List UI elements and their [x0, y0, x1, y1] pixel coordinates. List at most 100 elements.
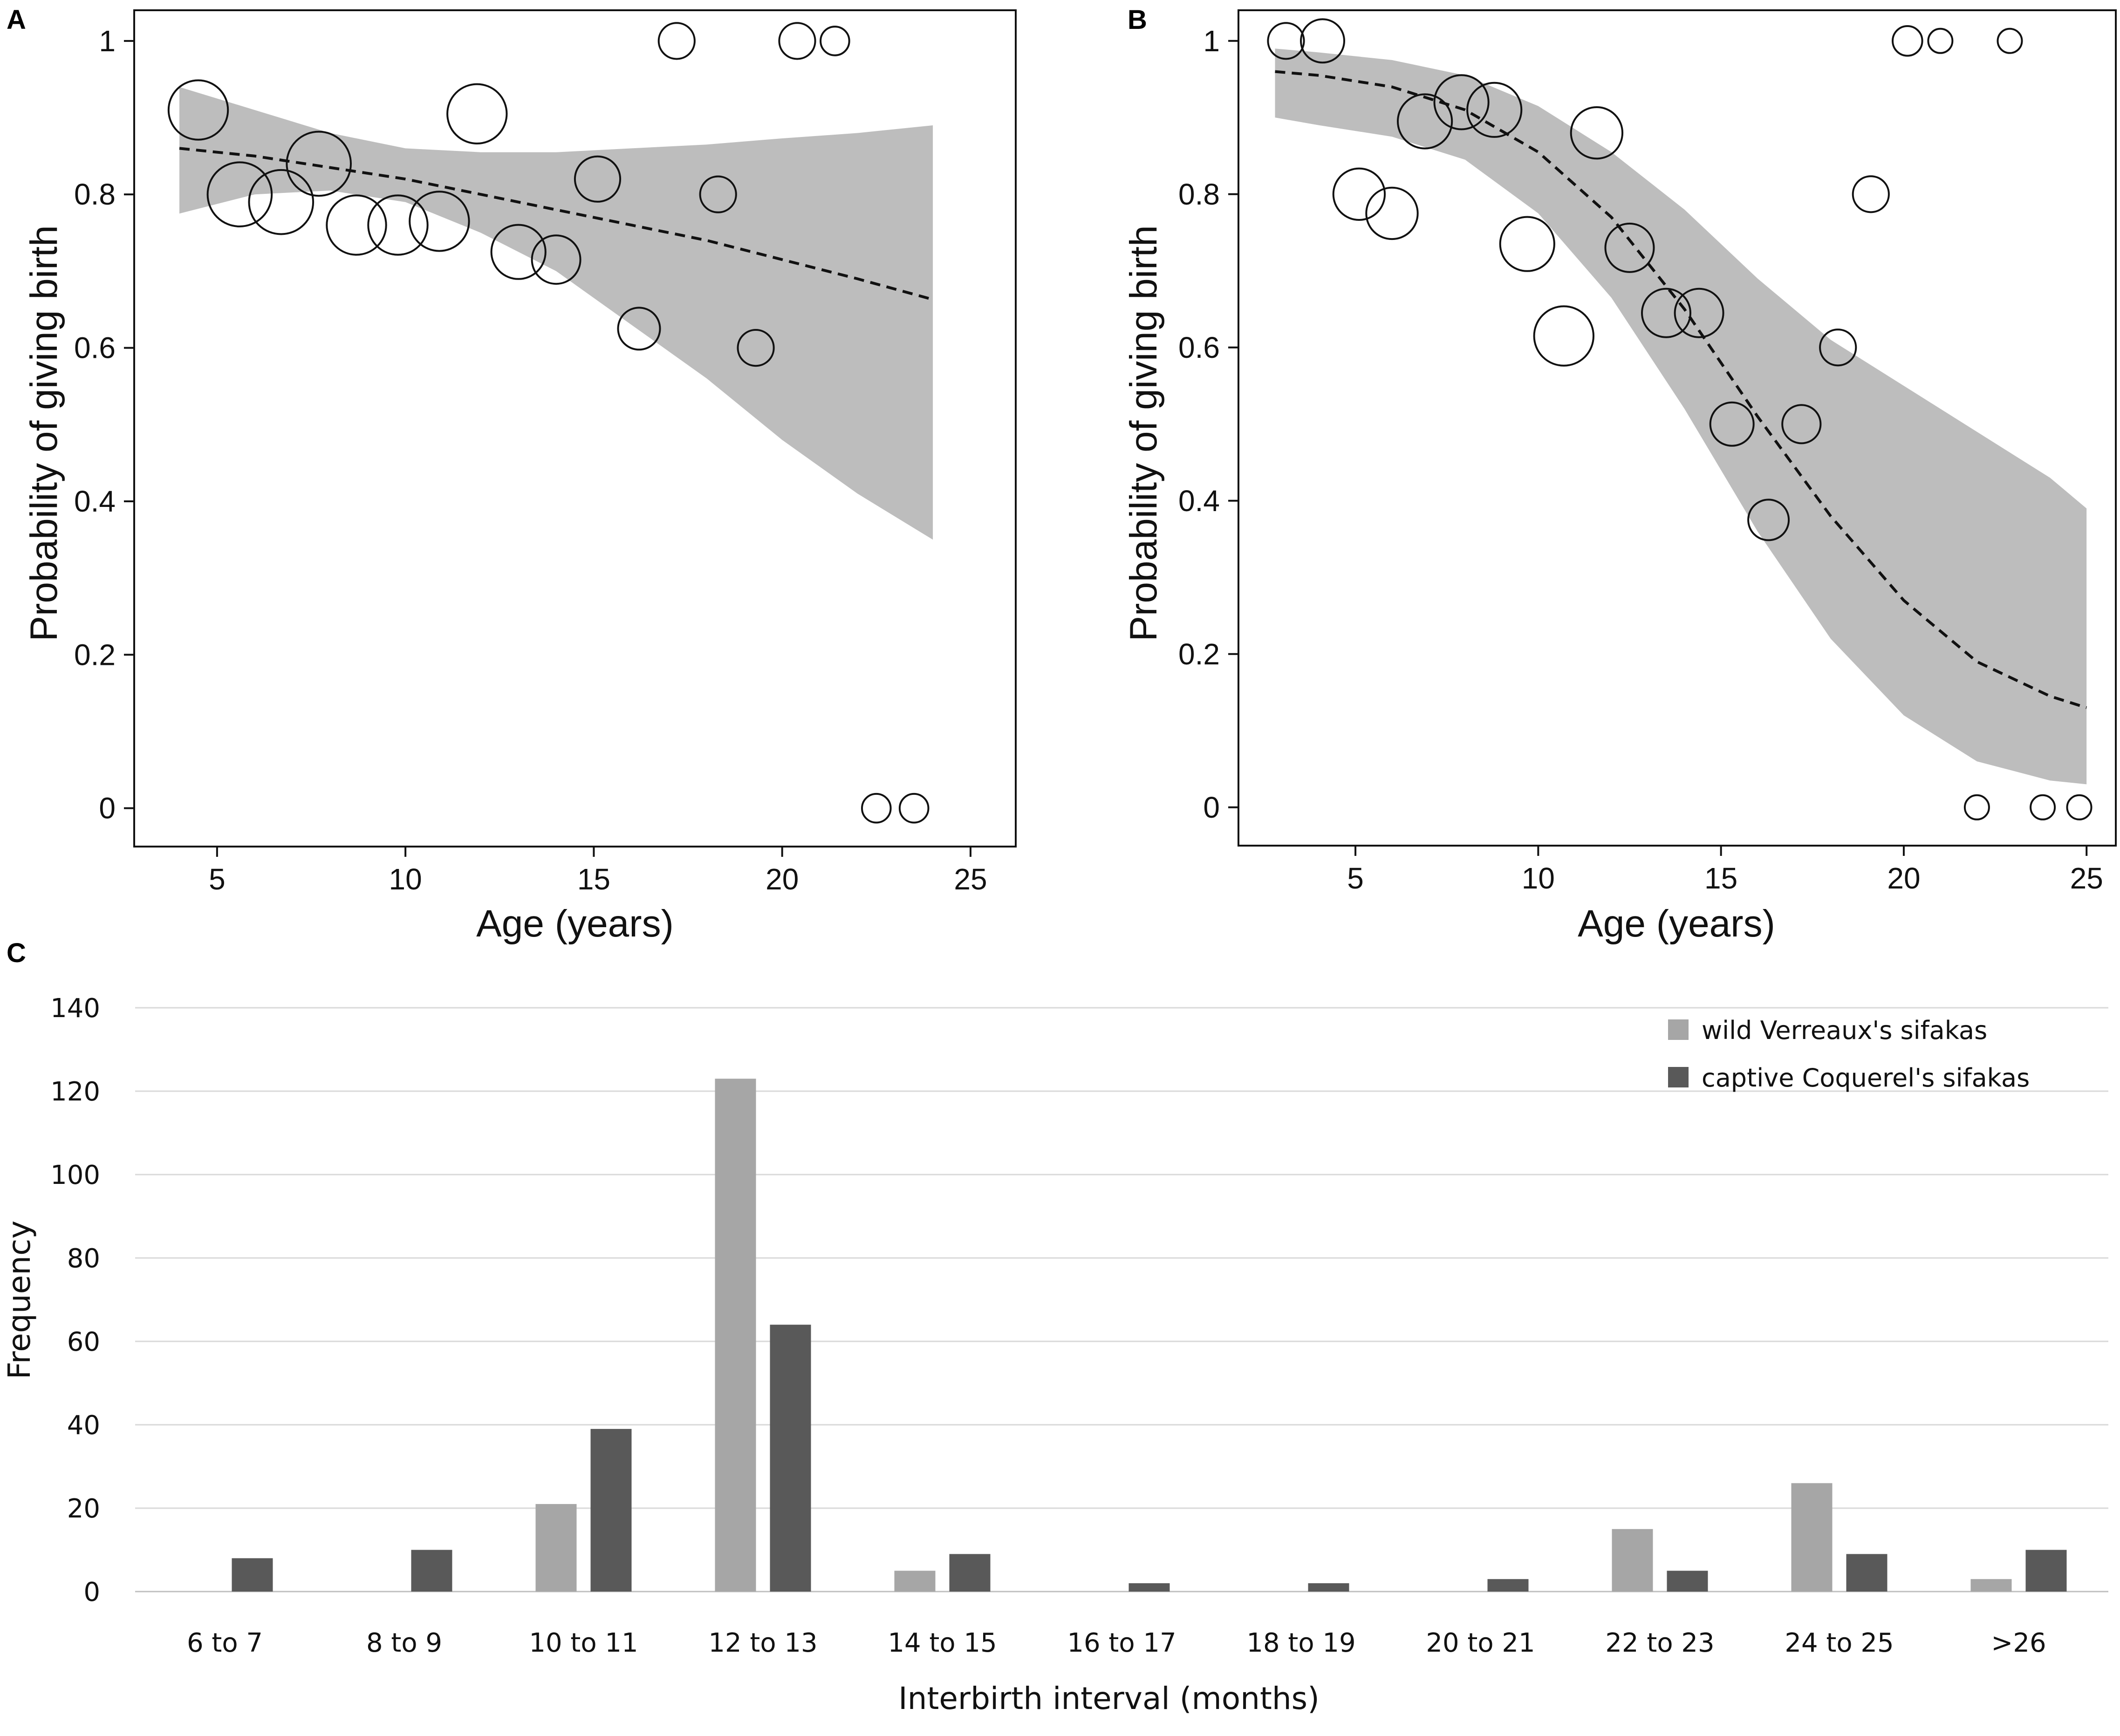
legend-wild-swatch	[1668, 1019, 1689, 1040]
panel-c-x-tick-label: 20 to 21	[1426, 1628, 1535, 1658]
panel-c-x-tick-label: 14 to 15	[888, 1628, 997, 1658]
panel-b-point	[1674, 287, 1724, 338]
bar-captive	[411, 1550, 452, 1592]
bar-wild	[1612, 1529, 1653, 1592]
panel-a-y-tick-label: 0.2	[74, 638, 116, 671]
panel-b-point	[1433, 74, 1490, 130]
panel-a-y-tick-label: 1	[99, 24, 116, 58]
panel-a-point	[531, 234, 581, 285]
panel-b-x-tick-label: 15	[1704, 861, 1737, 895]
panel-a-point	[286, 130, 352, 197]
panel-a-point	[898, 793, 930, 824]
panel-b-x-ticks: 5 10 15 20 25	[1347, 846, 2103, 895]
panel-a-x-tick-label: 5	[209, 862, 226, 896]
panel-c-x-tick-label: 22 to 23	[1605, 1628, 1714, 1658]
panel-a-point	[699, 175, 737, 213]
panel-b-y-tick-label: 0.8	[1178, 178, 1220, 211]
panel-b-point	[1819, 328, 1857, 367]
panel-b-point	[1267, 22, 1305, 60]
panel-a-x-tick-label: 20	[766, 862, 799, 896]
panel-a-point	[490, 224, 547, 280]
panel-a-point	[409, 191, 470, 252]
panel-a-fit-line	[179, 147, 933, 301]
panel-a-point	[574, 155, 622, 203]
legend-captive-label: captive Coquerel's sifakas	[1702, 1063, 2030, 1093]
panel-b-point	[1499, 216, 1555, 272]
panel-b-fit-curve	[1275, 70, 2087, 709]
panel-b-point	[1747, 499, 1790, 541]
panel-a-point	[657, 22, 696, 60]
panel-b-x-tick-label: 25	[2070, 861, 2103, 895]
panel-b-point	[1604, 222, 1655, 273]
bar-captive	[1846, 1554, 1887, 1592]
panel-a-frame	[133, 9, 1017, 847]
panel-a-point	[206, 161, 273, 228]
panel-b-fit-line	[1275, 70, 2087, 709]
panel-b-point	[1892, 25, 1923, 57]
panel-a-point	[737, 329, 775, 367]
panel-a-confidence-band	[179, 87, 933, 540]
panel-a-x-tick-label: 25	[954, 862, 987, 896]
panel-a-x-ticks: 5 10 15 20 25	[209, 847, 987, 896]
panel-c-x-tick-label: 16 to 17	[1067, 1628, 1176, 1658]
bar-captive	[1667, 1571, 1708, 1592]
panel-a-y-tick-label: 0.6	[74, 331, 116, 365]
panel-c-x-axis-title: Interbirth interval (months)	[898, 1681, 1320, 1716]
panel-c-bars	[232, 1079, 2067, 1592]
panel-b-point	[1709, 401, 1755, 447]
panel-c-x-tick-label: 8 to 9	[366, 1628, 442, 1658]
bar-captive	[949, 1554, 991, 1592]
panel-a-y-tick-label: 0.4	[74, 485, 116, 518]
panel-b-x-axis-title: Age (years)	[1578, 902, 1775, 945]
panel-a-x-tick-label: 10	[389, 862, 422, 896]
panel-b-y-axis-title: Probability of giving birth	[1122, 225, 1165, 641]
bar-wild	[894, 1571, 936, 1592]
panel-a-band-area	[179, 87, 933, 540]
panel-b-point	[1997, 27, 2023, 54]
bar-wild	[1791, 1483, 1833, 1592]
panel-c-x-tick-label: 10 to 11	[529, 1628, 638, 1658]
panel-a-x-axis-title: Age (years)	[476, 902, 674, 945]
panel-c-y-ticks: 0 20 40 60 80 100 120 140	[50, 993, 100, 1607]
panel-a-point	[326, 194, 387, 256]
legend-captive-swatch	[1668, 1067, 1689, 1087]
panel-c-y-tick-label: 0	[83, 1577, 100, 1607]
bar-wild	[1970, 1579, 2012, 1592]
panel-a-point	[820, 26, 850, 56]
panel-b-y-tick-label: 1	[1203, 24, 1220, 58]
panel-a-point	[248, 169, 315, 235]
panel-c-y-tick-label: 140	[50, 993, 100, 1024]
panel-b-x-tick-label: 20	[1887, 861, 1920, 895]
panel-b-point	[1466, 82, 1523, 138]
panel-c-x-tick-label: 12 to 13	[708, 1628, 817, 1658]
panel-b-point	[1927, 27, 1954, 54]
panel-b-y-tick-label: 0	[1203, 791, 1220, 824]
panel-c-legend: wild Verreaux's sifakas captive Coquerel…	[1668, 1016, 2030, 1093]
panel-b-y-tick-label: 0.4	[1178, 484, 1220, 518]
panel-a-point	[617, 307, 661, 351]
panel-a-point	[367, 194, 429, 256]
panel-c-y-tick-label: 120	[50, 1077, 100, 1107]
panel-c-gridlines	[135, 1007, 2108, 1592]
panel-b-y-tick-label: 0.6	[1178, 331, 1220, 364]
panel-c-x-tick-label: >26	[1991, 1628, 2046, 1658]
panel-b-point	[1641, 287, 1691, 338]
panel-b-y-ticks: 0 0.2 0.4 0.6 0.8 1	[1178, 24, 1238, 824]
bar-wild	[715, 1079, 756, 1592]
panel-a-letter: A	[7, 5, 26, 35]
bar-captive	[1308, 1583, 1349, 1592]
panel-b-point	[2030, 794, 2056, 820]
panel-b-point	[1963, 794, 1990, 820]
panel-c: C 0 20 40 60 80 100 120 140 6 to 7 8 to 9 10 to 1…	[1, 938, 2108, 1716]
panel-b-band-area	[1275, 48, 2087, 785]
panel-b-confidence-band	[1275, 48, 2087, 785]
panel-a-x-tick-label: 15	[577, 862, 610, 896]
panel-b-point	[1365, 186, 1419, 240]
bar-captive	[1487, 1579, 1529, 1592]
panel-a-point	[861, 793, 892, 824]
panel-b-point	[1533, 305, 1595, 367]
panel-c-y-tick-label: 60	[67, 1327, 100, 1357]
panel-a-y-axis-title: Probability of giving birth	[23, 225, 65, 641]
panel-b: B 5 10 15 20 25 0 0.2 0.4 0.6 0.8 1 Age (years) P…	[1122, 5, 2117, 945]
